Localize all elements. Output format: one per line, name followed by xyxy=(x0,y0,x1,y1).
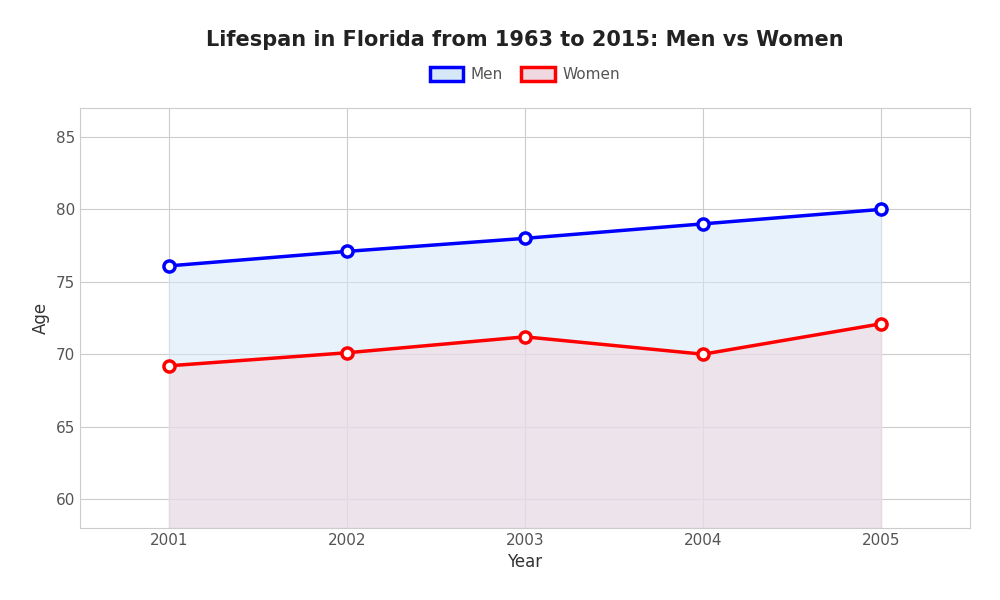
Legend: Men, Women: Men, Women xyxy=(424,61,626,88)
Y-axis label: Age: Age xyxy=(32,302,50,334)
X-axis label: Year: Year xyxy=(507,553,543,571)
Title: Lifespan in Florida from 1963 to 2015: Men vs Women: Lifespan in Florida from 1963 to 2015: M… xyxy=(206,29,844,49)
